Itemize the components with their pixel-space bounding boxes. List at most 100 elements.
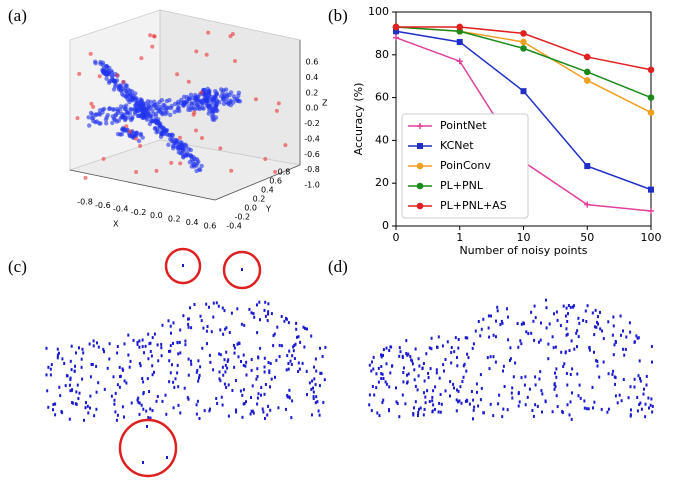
point xyxy=(452,382,455,386)
point xyxy=(46,389,49,393)
point xyxy=(270,377,273,381)
point xyxy=(173,385,176,389)
marker xyxy=(647,109,655,116)
point xyxy=(147,332,150,336)
point xyxy=(156,395,159,398)
point xyxy=(266,319,269,323)
point xyxy=(252,411,255,415)
point xyxy=(534,375,537,379)
point xyxy=(187,317,190,321)
point xyxy=(82,351,85,355)
point xyxy=(571,367,574,371)
y-tick-label: -0.4 xyxy=(226,222,242,231)
point xyxy=(198,376,200,380)
legend-label: PL+PNL xyxy=(440,179,484,192)
x-tick-label: -0.4 xyxy=(113,204,129,213)
point xyxy=(205,95,211,100)
point xyxy=(178,340,181,344)
point xyxy=(405,339,408,343)
point xyxy=(516,322,519,325)
point xyxy=(459,385,462,389)
point xyxy=(599,310,601,314)
point xyxy=(321,355,324,358)
point xyxy=(237,355,240,359)
marker xyxy=(520,45,527,52)
point xyxy=(287,367,290,371)
point xyxy=(163,128,169,133)
point xyxy=(289,359,292,363)
point xyxy=(413,378,416,382)
point xyxy=(411,362,414,366)
point xyxy=(316,400,319,404)
point xyxy=(380,353,382,357)
point xyxy=(623,353,626,357)
point xyxy=(264,383,267,386)
point xyxy=(496,309,499,313)
point xyxy=(645,383,648,387)
point xyxy=(250,358,253,361)
point xyxy=(639,377,641,380)
point xyxy=(236,90,242,96)
point xyxy=(297,361,300,365)
marker xyxy=(584,163,591,170)
point xyxy=(102,106,107,112)
point xyxy=(256,331,259,335)
point xyxy=(532,414,535,418)
point xyxy=(148,33,153,38)
point xyxy=(592,406,594,410)
point xyxy=(176,340,179,344)
point xyxy=(430,347,433,351)
point xyxy=(146,377,149,381)
point xyxy=(644,402,647,406)
point xyxy=(567,312,569,316)
point xyxy=(264,314,267,318)
marker xyxy=(417,143,423,149)
point xyxy=(398,415,401,419)
point xyxy=(303,345,306,349)
point xyxy=(470,390,473,393)
point xyxy=(370,369,373,373)
point xyxy=(388,385,391,389)
point xyxy=(237,341,240,345)
point xyxy=(129,359,132,363)
point xyxy=(492,355,495,359)
point xyxy=(175,72,180,77)
point xyxy=(169,324,172,328)
point xyxy=(142,391,145,394)
marker xyxy=(520,30,527,37)
point xyxy=(627,396,630,400)
point xyxy=(121,80,126,84)
point xyxy=(190,359,192,363)
x-tick-label: 0.2 xyxy=(168,215,181,224)
point xyxy=(187,325,190,329)
point xyxy=(264,417,266,420)
point xyxy=(591,311,594,315)
point xyxy=(629,330,632,334)
point xyxy=(186,79,191,84)
point xyxy=(324,345,327,349)
point xyxy=(476,390,478,394)
point xyxy=(638,359,641,363)
point xyxy=(124,94,129,100)
point xyxy=(431,399,434,403)
point xyxy=(118,115,124,120)
point xyxy=(113,402,116,406)
point xyxy=(134,100,139,106)
point xyxy=(506,307,508,311)
point xyxy=(534,383,537,387)
point xyxy=(178,161,183,166)
point xyxy=(292,345,295,349)
point xyxy=(235,408,237,412)
point xyxy=(73,369,76,373)
point xyxy=(269,362,272,365)
point xyxy=(453,386,455,390)
point xyxy=(116,383,119,387)
point xyxy=(231,389,234,392)
point xyxy=(555,394,558,398)
point xyxy=(538,340,540,344)
point xyxy=(60,410,63,413)
point xyxy=(650,345,653,348)
point xyxy=(507,338,510,342)
point xyxy=(380,372,383,376)
marker xyxy=(583,68,591,76)
